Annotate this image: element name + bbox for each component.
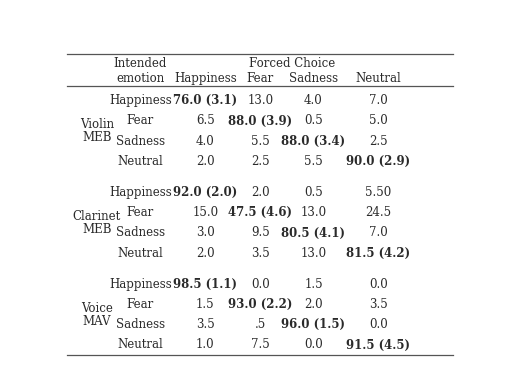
Text: 5.5: 5.5 bbox=[251, 135, 270, 147]
Text: Forced Choice: Forced Choice bbox=[249, 57, 335, 70]
Text: Intended: Intended bbox=[114, 57, 167, 70]
Text: 2.0: 2.0 bbox=[304, 298, 323, 311]
Text: 2.0: 2.0 bbox=[251, 186, 270, 199]
Text: MAV: MAV bbox=[83, 315, 111, 328]
Text: 3.5: 3.5 bbox=[251, 246, 270, 260]
Text: 1.5: 1.5 bbox=[196, 298, 214, 311]
Text: 1.0: 1.0 bbox=[196, 339, 214, 351]
Text: Neutral: Neutral bbox=[117, 246, 163, 260]
Text: 13.0: 13.0 bbox=[300, 206, 327, 219]
Text: Neutral: Neutral bbox=[117, 339, 163, 351]
Text: 7.0: 7.0 bbox=[369, 227, 388, 239]
Text: 0.0: 0.0 bbox=[251, 278, 270, 291]
Text: MEB: MEB bbox=[82, 131, 112, 144]
Text: Sadness: Sadness bbox=[116, 227, 165, 239]
Text: Happiness: Happiness bbox=[109, 186, 172, 199]
Text: 2.0: 2.0 bbox=[196, 155, 214, 168]
Text: .5: .5 bbox=[255, 318, 266, 331]
Text: 88.0 (3.4): 88.0 (3.4) bbox=[281, 135, 345, 147]
Text: 9.5: 9.5 bbox=[251, 227, 270, 239]
Text: 0.0: 0.0 bbox=[304, 339, 323, 351]
Text: Sadness: Sadness bbox=[289, 72, 338, 85]
Text: Fear: Fear bbox=[126, 298, 154, 311]
Text: 2.0: 2.0 bbox=[196, 246, 214, 260]
Text: Happiness: Happiness bbox=[109, 94, 172, 107]
Text: Sadness: Sadness bbox=[116, 318, 165, 331]
Text: Fear: Fear bbox=[126, 115, 154, 128]
Text: 92.0 (2.0): 92.0 (2.0) bbox=[173, 186, 237, 199]
Text: Neutral: Neutral bbox=[117, 155, 163, 168]
Text: 91.5 (4.5): 91.5 (4.5) bbox=[346, 339, 410, 351]
Text: 0.0: 0.0 bbox=[369, 318, 388, 331]
Text: Voice: Voice bbox=[81, 302, 113, 315]
Text: 1.5: 1.5 bbox=[304, 278, 323, 291]
Text: 4.0: 4.0 bbox=[196, 135, 214, 147]
Text: 7.0: 7.0 bbox=[369, 94, 388, 107]
Text: 2.5: 2.5 bbox=[251, 155, 270, 168]
Text: 93.0 (2.2): 93.0 (2.2) bbox=[228, 298, 293, 311]
Text: Sadness: Sadness bbox=[116, 135, 165, 147]
Text: 5.0: 5.0 bbox=[369, 115, 388, 128]
Text: 98.5 (1.1): 98.5 (1.1) bbox=[173, 278, 237, 291]
Text: Violin: Violin bbox=[80, 118, 114, 131]
Text: Happiness: Happiness bbox=[174, 72, 237, 85]
Text: MEB: MEB bbox=[82, 223, 112, 236]
Text: Neutral: Neutral bbox=[356, 72, 401, 85]
Text: 3.5: 3.5 bbox=[369, 298, 388, 311]
Text: 3.0: 3.0 bbox=[196, 227, 214, 239]
Text: 13.0: 13.0 bbox=[247, 94, 273, 107]
Text: 15.0: 15.0 bbox=[192, 206, 218, 219]
Text: 13.0: 13.0 bbox=[300, 246, 327, 260]
Text: 5.5: 5.5 bbox=[304, 155, 323, 168]
Text: 80.5 (4.1): 80.5 (4.1) bbox=[281, 227, 345, 239]
Text: 3.5: 3.5 bbox=[196, 318, 214, 331]
Text: 81.5 (4.2): 81.5 (4.2) bbox=[346, 246, 410, 260]
Text: 4.0: 4.0 bbox=[304, 94, 323, 107]
Text: 0.5: 0.5 bbox=[304, 115, 323, 128]
Text: Fear: Fear bbox=[247, 72, 274, 85]
Text: 6.5: 6.5 bbox=[196, 115, 214, 128]
Text: 90.0 (2.9): 90.0 (2.9) bbox=[346, 155, 410, 168]
Text: 0.5: 0.5 bbox=[304, 186, 323, 199]
Text: 88.0 (3.9): 88.0 (3.9) bbox=[228, 115, 293, 128]
Text: 96.0 (1.5): 96.0 (1.5) bbox=[281, 318, 345, 331]
Text: Happiness: Happiness bbox=[109, 278, 172, 291]
Text: emotion: emotion bbox=[116, 72, 165, 85]
Text: 7.5: 7.5 bbox=[251, 339, 270, 351]
Text: 0.0: 0.0 bbox=[369, 278, 388, 291]
Text: 2.5: 2.5 bbox=[369, 135, 388, 147]
Text: 5.50: 5.50 bbox=[365, 186, 392, 199]
Text: 76.0 (3.1): 76.0 (3.1) bbox=[173, 94, 237, 107]
Text: 24.5: 24.5 bbox=[365, 206, 392, 219]
Text: Clarinet: Clarinet bbox=[73, 210, 121, 223]
Text: 47.5 (4.6): 47.5 (4.6) bbox=[229, 206, 292, 219]
Text: Fear: Fear bbox=[126, 206, 154, 219]
